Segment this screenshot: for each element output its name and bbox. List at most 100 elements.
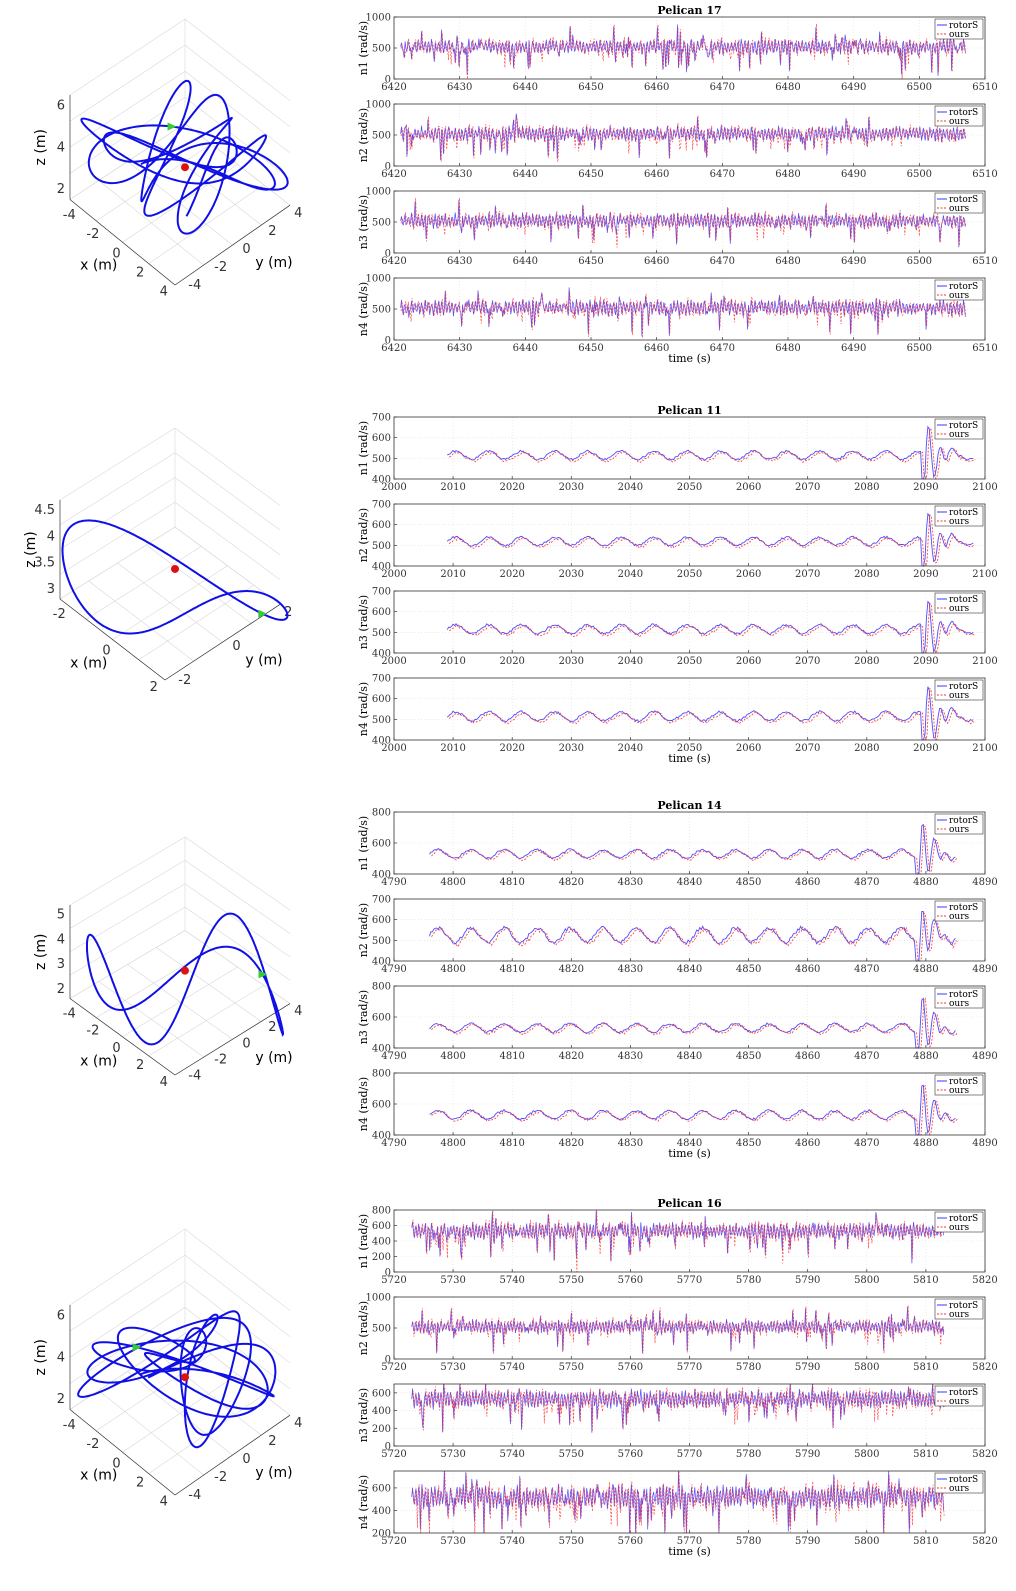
rotor-panel-1: 6420 6430 6440 6450 6460 6470 6480 6490 6500 6510… bbox=[357, 13, 998, 94]
legend-label-rotorS: rotorS bbox=[949, 1475, 978, 1485]
x-tick-label: 6470 bbox=[710, 82, 735, 93]
floor-gridline bbox=[184, 1333, 291, 1416]
z-tick-label: 3 bbox=[57, 957, 65, 972]
x-tick-label: 5770 bbox=[677, 1362, 702, 1373]
x-axis-line bbox=[69, 1409, 176, 1496]
x-tick-label: 6510 bbox=[972, 169, 997, 180]
y-tick-label: 4 bbox=[294, 206, 302, 221]
x-tick-label: 5740 bbox=[499, 1362, 524, 1373]
x-tick-label: 6460 bbox=[644, 256, 669, 267]
x-tick-label: 4820 bbox=[559, 1051, 584, 1062]
legend-label-rotorS: rotorS bbox=[949, 903, 978, 913]
x-tick-label: 6490 bbox=[841, 343, 866, 354]
plot-area bbox=[394, 191, 985, 253]
x-tick-label: 5750 bbox=[559, 1449, 584, 1460]
x-tick-label: 4790 bbox=[381, 964, 406, 975]
x-tick-label: 4830 bbox=[618, 1138, 643, 1149]
z-tick-label: 4 bbox=[57, 1350, 65, 1365]
legend-box bbox=[934, 18, 984, 40]
x-tick-label: 4790 bbox=[381, 1138, 406, 1149]
plot-frame bbox=[393, 590, 986, 654]
x-tick-label: 4870 bbox=[854, 1051, 879, 1062]
start-marker bbox=[132, 1343, 142, 1352]
x-tick-label: 4830 bbox=[618, 1051, 643, 1062]
y-tick-label: 500 bbox=[372, 628, 391, 639]
y-tick-label: 700 bbox=[372, 500, 391, 511]
z-tick-label: 4 bbox=[57, 932, 65, 947]
end-marker bbox=[181, 1373, 189, 1382]
y-tick-label: -2 bbox=[214, 260, 227, 275]
z-axis-label: z (m) bbox=[33, 129, 49, 165]
floor-gridline bbox=[148, 985, 264, 1057]
x-tick-label: 4890 bbox=[972, 877, 997, 888]
y-tick-label: 400 bbox=[372, 957, 391, 968]
wall-gridline bbox=[184, 860, 291, 934]
y-axis-label: n3 (rad/s) bbox=[357, 990, 370, 1044]
x-tick-label: 2060 bbox=[736, 482, 761, 493]
plot-frame bbox=[393, 1296, 986, 1360]
x-tick-label: 4880 bbox=[913, 877, 938, 888]
series-line-ours bbox=[431, 912, 958, 962]
x-tick-label: -4 bbox=[63, 208, 76, 223]
x-tick-label: 2030 bbox=[559, 482, 584, 493]
x-tick-label: 2090 bbox=[913, 656, 938, 667]
y-tick-label: 500 bbox=[372, 1324, 391, 1335]
chart-title: Pelican 11 bbox=[657, 404, 721, 417]
x-tick-label: 4810 bbox=[499, 877, 524, 888]
y-axis-label: n1 (rad/s) bbox=[357, 421, 370, 475]
x-tick-label: 6500 bbox=[907, 343, 932, 354]
legend-label-rotorS: rotorS bbox=[949, 195, 978, 205]
plot-area bbox=[394, 278, 985, 340]
x-tick-label: 2020 bbox=[499, 482, 524, 493]
x-tick-label: 5820 bbox=[972, 1536, 997, 1547]
start-marker bbox=[258, 970, 268, 979]
y-tick-label: 500 bbox=[372, 44, 391, 55]
y-tick-label: 600 bbox=[372, 607, 391, 618]
x-tick-label: 5810 bbox=[913, 1362, 938, 1373]
x-tick-label: 2070 bbox=[795, 569, 820, 580]
x-tick-label: 2100 bbox=[972, 743, 997, 754]
legend-label-ours: ours bbox=[949, 825, 970, 835]
x-tick-label: 6440 bbox=[513, 169, 538, 180]
x-tick-label: 2060 bbox=[736, 656, 761, 667]
wall-gridline bbox=[184, 1281, 291, 1364]
x-tick-label: 4830 bbox=[618, 964, 643, 975]
z-tick-label: 4 bbox=[47, 529, 55, 544]
rotor-panel-3: 4790 4800 4810 4820 4830 4840 4850 4860 4870 4880… bbox=[357, 982, 998, 1063]
y-tick-label: 500 bbox=[372, 936, 391, 947]
trajectory-3d-plot: -4 -2 0 2 4 -4 -2 0 2 4 2 4 6 x (m) y (m) z (m) bbox=[33, 1228, 302, 1510]
x-tick-label: 2010 bbox=[440, 656, 465, 667]
series-line-rotorS bbox=[411, 1383, 944, 1433]
x-tick-label: 5740 bbox=[499, 1275, 524, 1286]
legend-box bbox=[934, 105, 984, 127]
x-tick-label: 6430 bbox=[447, 169, 472, 180]
x-tick-label: 4820 bbox=[559, 964, 584, 975]
y-tick-label: 500 bbox=[372, 541, 391, 552]
wall-gridline bbox=[184, 44, 291, 128]
x-tick-label: 2090 bbox=[913, 569, 938, 580]
x-tick-label: 5760 bbox=[618, 1536, 643, 1547]
legend-box bbox=[934, 1074, 984, 1096]
y-tick-label: 700 bbox=[372, 587, 391, 598]
x-tick-label: 4860 bbox=[795, 964, 820, 975]
x-tick-label: 2040 bbox=[618, 656, 643, 667]
y-tick-label: 2 bbox=[284, 605, 292, 620]
x-tick-label: 5800 bbox=[854, 1449, 879, 1460]
trajectory-3d-plot: -2 0 2 -2 0 2 3 3.5 4 4.5 x (m) y (m) z (m) bbox=[23, 427, 292, 695]
x-tick-label: 5760 bbox=[618, 1362, 643, 1373]
x-axis-label: x (m) bbox=[80, 1467, 117, 1483]
y-tick-label: 0 bbox=[242, 1036, 250, 1051]
x-tick-label: 6470 bbox=[710, 256, 735, 267]
x-tick-label: 2020 bbox=[499, 656, 524, 667]
z-axis-label: z (m) bbox=[33, 1339, 49, 1375]
x-tick-label: 2040 bbox=[618, 569, 643, 580]
x-tick-label: -2 bbox=[86, 227, 99, 242]
y-axis-label: n4 (rad/s) bbox=[357, 682, 370, 736]
x-tick-label: 4870 bbox=[854, 964, 879, 975]
